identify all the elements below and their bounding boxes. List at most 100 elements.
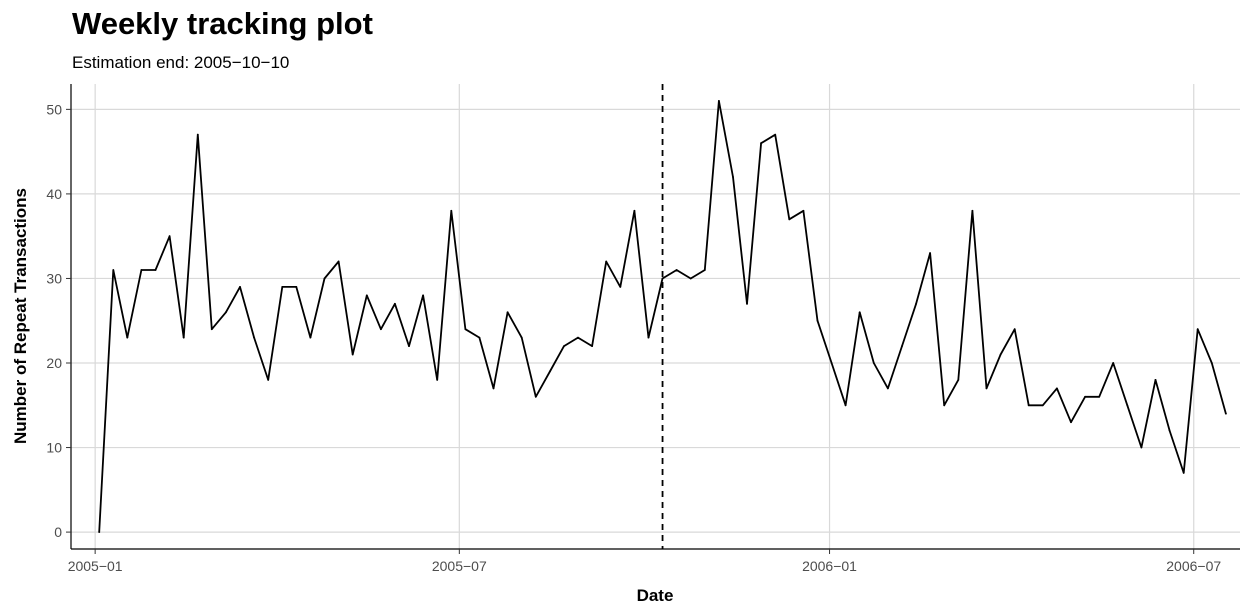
data-point bbox=[267, 379, 270, 381]
data-point bbox=[647, 336, 650, 339]
data-point bbox=[802, 209, 805, 212]
data-point bbox=[577, 336, 579, 339]
data-point bbox=[971, 209, 974, 212]
data-point bbox=[1225, 412, 1227, 415]
data-point bbox=[323, 277, 326, 280]
data-point bbox=[1154, 379, 1157, 381]
data-point bbox=[816, 319, 819, 322]
data-point bbox=[1168, 429, 1171, 432]
data-point bbox=[746, 302, 748, 305]
y-tick-label: 20 bbox=[46, 355, 62, 371]
data-point bbox=[605, 260, 608, 263]
data-point bbox=[1070, 421, 1072, 424]
data-point bbox=[957, 379, 960, 381]
data-point bbox=[1182, 472, 1185, 474]
data-point bbox=[534, 395, 537, 398]
data-point bbox=[492, 387, 495, 390]
data-point bbox=[168, 235, 171, 238]
data-point bbox=[1140, 446, 1143, 449]
data-point bbox=[774, 133, 777, 136]
data-point bbox=[1126, 404, 1129, 407]
data-point bbox=[872, 362, 875, 364]
data-point bbox=[760, 142, 762, 145]
data-point bbox=[351, 353, 354, 356]
data-point bbox=[591, 345, 593, 347]
data-point bbox=[182, 336, 185, 339]
data-point bbox=[337, 260, 340, 263]
data-point bbox=[661, 277, 664, 280]
data-point bbox=[943, 404, 946, 407]
data-point bbox=[999, 353, 1002, 356]
data-point bbox=[901, 345, 903, 347]
data-point bbox=[253, 336, 256, 339]
data-point bbox=[450, 209, 453, 212]
chart-title: Weekly tracking plot bbox=[72, 6, 373, 41]
y-gridlines bbox=[71, 108, 1240, 533]
data-point bbox=[1196, 328, 1199, 331]
x-axis-title: Date bbox=[637, 586, 674, 605]
data-point bbox=[844, 404, 847, 407]
data-point bbox=[394, 302, 396, 305]
data-point bbox=[478, 336, 481, 339]
x-tick-label: 2005−01 bbox=[68, 558, 123, 574]
data-point bbox=[1027, 404, 1030, 407]
x-tick-label: 2006−07 bbox=[1166, 558, 1221, 574]
data-point bbox=[1098, 395, 1101, 398]
x-tick-label: 2006−01 bbox=[802, 558, 857, 574]
data-point bbox=[436, 379, 439, 381]
data-point bbox=[830, 362, 833, 364]
y-tick-label: 50 bbox=[46, 101, 62, 117]
data-point bbox=[1013, 328, 1016, 331]
data-point bbox=[929, 252, 931, 255]
data-point bbox=[1056, 387, 1058, 390]
data-point bbox=[1041, 404, 1044, 407]
data-point bbox=[239, 286, 241, 288]
data-point bbox=[788, 218, 791, 221]
x-tick-label: 2005−07 bbox=[432, 558, 487, 574]
data-point bbox=[703, 269, 706, 271]
y-tick-label: 10 bbox=[46, 440, 62, 456]
data-point bbox=[1084, 395, 1086, 398]
data-point bbox=[380, 328, 382, 331]
data-point bbox=[154, 269, 157, 271]
y-tick-label: 0 bbox=[54, 524, 62, 540]
data-point bbox=[520, 336, 523, 339]
data-point bbox=[858, 311, 861, 314]
data-point bbox=[196, 133, 199, 136]
y-tick-label: 30 bbox=[46, 270, 62, 286]
data-point bbox=[112, 269, 115, 271]
x-gridlines bbox=[94, 84, 1195, 549]
data-point bbox=[210, 328, 213, 331]
data-point bbox=[98, 531, 101, 533]
data-point bbox=[718, 100, 720, 102]
data-point bbox=[422, 294, 424, 297]
data-point bbox=[985, 387, 988, 390]
data-point bbox=[281, 286, 284, 288]
x-tick-labels: 2005−01 2005−07 2006−01 2006−07 bbox=[68, 549, 1221, 574]
data-point bbox=[619, 286, 622, 288]
data-point bbox=[365, 294, 368, 297]
data-point bbox=[506, 311, 509, 314]
y-tick-label: 40 bbox=[46, 186, 62, 202]
data-point bbox=[732, 176, 734, 178]
data-point bbox=[126, 336, 129, 339]
data-point bbox=[295, 286, 298, 288]
data-point bbox=[563, 345, 565, 347]
data-point bbox=[464, 328, 467, 331]
data-point bbox=[1112, 362, 1115, 364]
data-point bbox=[633, 209, 636, 212]
y-tick-labels: 0 10 20 30 40 50 bbox=[46, 101, 71, 540]
data-points bbox=[98, 100, 1227, 533]
data-point bbox=[225, 311, 227, 314]
y-axis-title: Number of Repeat Transactions bbox=[11, 188, 30, 444]
data-point bbox=[140, 269, 143, 271]
data-point bbox=[887, 387, 889, 390]
chart-subtitle: Estimation end: 2005−10−10 bbox=[72, 53, 290, 72]
data-point bbox=[915, 302, 917, 305]
data-point bbox=[1210, 362, 1213, 364]
data-point bbox=[309, 336, 312, 339]
data-point bbox=[675, 269, 678, 271]
data-point bbox=[549, 370, 551, 373]
data-point bbox=[408, 345, 410, 347]
